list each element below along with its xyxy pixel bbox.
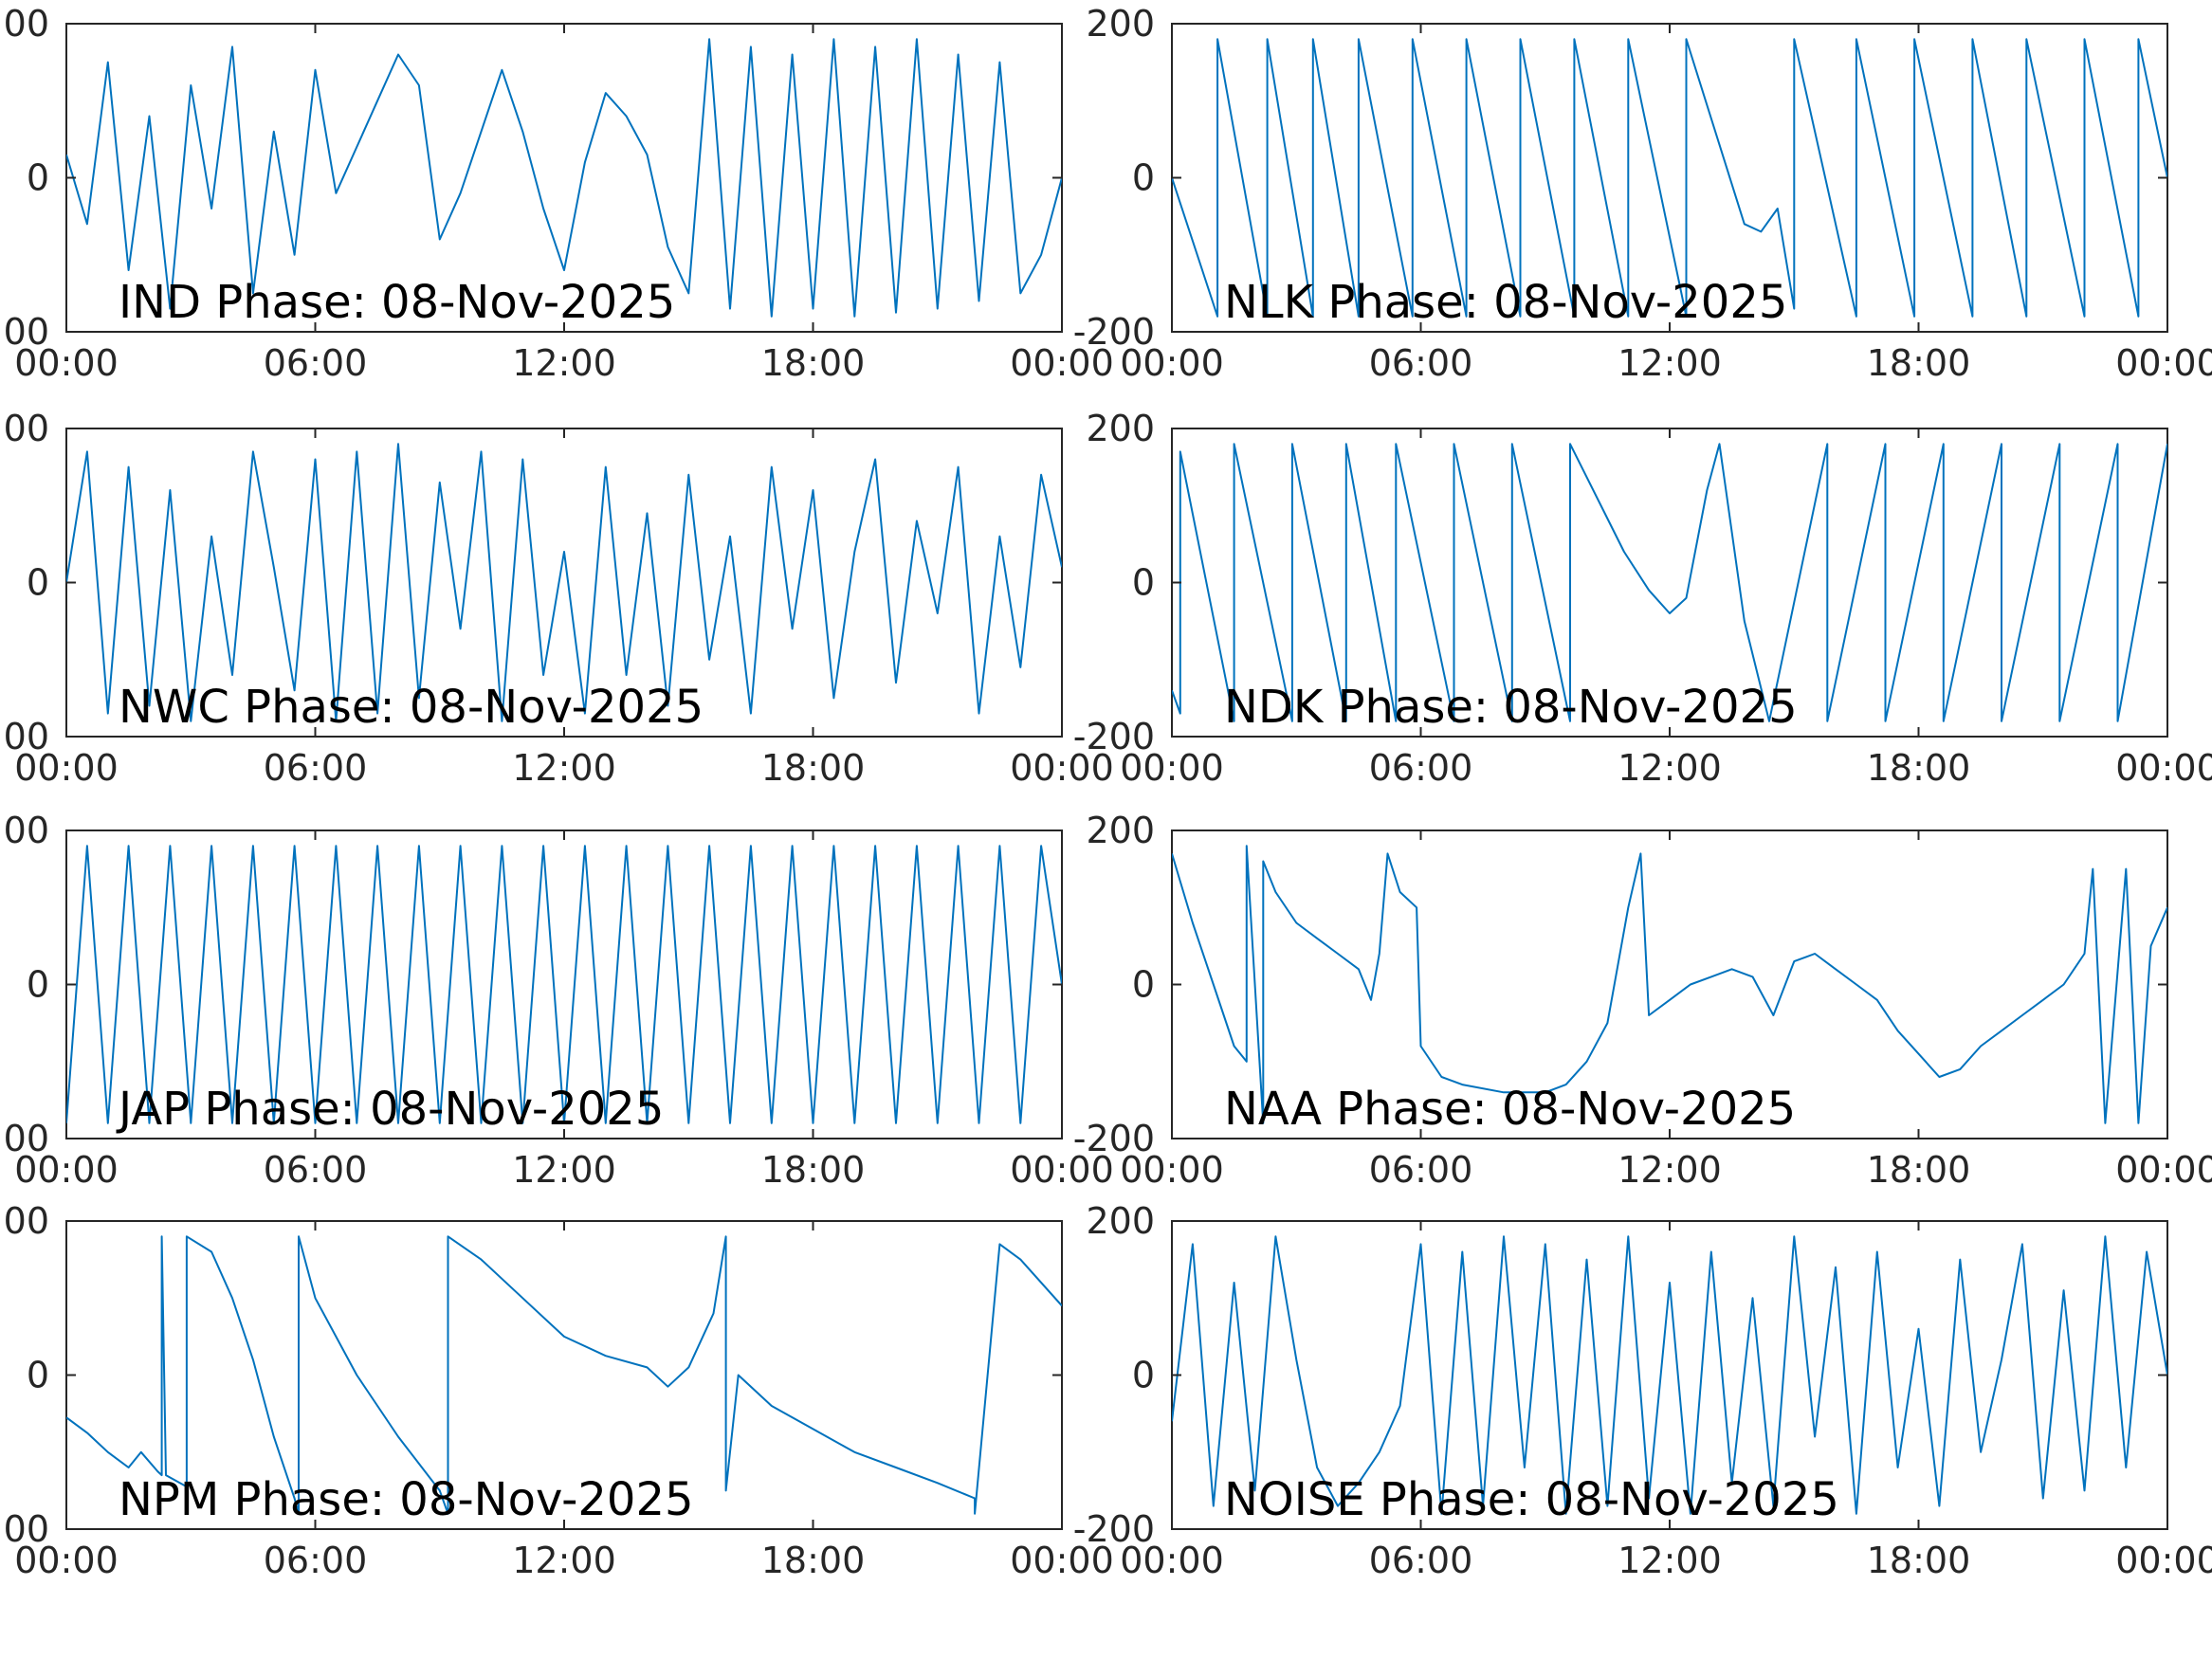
panel-7-ytick-label: 0 <box>27 1355 49 1396</box>
panel-2-series-line <box>1172 38 2167 318</box>
panel-5-ytick-label: -200 <box>0 1118 49 1159</box>
panel-6-xtick-label: 12:00 <box>1618 1149 1722 1191</box>
panel-2-ytick-label: 200 <box>1086 3 1155 45</box>
panel-1-ytick-label: 0 <box>27 157 49 199</box>
panel-5-xtick-label: 00:00 <box>14 1149 119 1191</box>
panel-1-xtick-label: 06:00 <box>264 342 368 384</box>
panel-7-xtick-label: 06:00 <box>264 1540 368 1581</box>
panel-2-xtick-label: 18:00 <box>1867 342 1971 384</box>
panel-5-axes-box <box>65 830 1063 1139</box>
panel-2-axes-box <box>1171 23 2168 333</box>
panel-3-ytick-label: 0 <box>27 562 49 604</box>
panel-4-ytick-label: 200 <box>1086 408 1155 449</box>
panel-6-ytick-label: 0 <box>1132 964 1155 1006</box>
panel-1-xtick-label: 12:00 <box>512 342 616 384</box>
panel-2-ytick-label: 0 <box>1132 157 1155 199</box>
panel-1-xtick-label: 00:00 <box>14 342 119 384</box>
panel-8-title: NOISE Phase: 08-Nov-2025 <box>1224 1473 1839 1526</box>
panel-4-title: NDK Phase: 08-Nov-2025 <box>1224 681 1798 734</box>
panel-4-xtick-label: 00:00 <box>2115 747 2212 789</box>
panel-5-title: JAP Phase: 08-Nov-2025 <box>116 1083 664 1136</box>
panel-3-ytick-label: 200 <box>0 408 49 449</box>
panel-6-xtick-label: 00:00 <box>2115 1149 2212 1191</box>
panel-5-xtick-label: 18:00 <box>761 1149 866 1191</box>
panel-4-series-line <box>1172 443 2167 722</box>
panel-7-xtick-label: 18:00 <box>761 1540 866 1581</box>
panel-3-series-line <box>66 443 1062 722</box>
panel-7-title: NPM Phase: 08-Nov-2025 <box>119 1473 694 1526</box>
panel-4-xtick-label: 06:00 <box>1369 747 1473 789</box>
panel-6-ytick-label: 200 <box>1086 810 1155 851</box>
panel-6-xtick-label: 06:00 <box>1369 1149 1473 1191</box>
panel-5-xtick-label: 12:00 <box>512 1149 616 1191</box>
panel-2-xtick-label: 12:00 <box>1618 342 1722 384</box>
panel-6-xtick-label: 00:00 <box>1120 1149 1224 1191</box>
panel-6-title: NAA Phase: 08-Nov-2025 <box>1224 1083 1796 1136</box>
panel-3-xtick-label: 00:00 <box>1010 747 1114 789</box>
panel-4-ytick-label: -200 <box>1073 716 1155 757</box>
panel-4-ytick-label: 0 <box>1132 562 1155 604</box>
panel-8-xtick-label: 18:00 <box>1867 1540 1971 1581</box>
panel-8-ytick-label: 0 <box>1132 1355 1155 1396</box>
panel-3-xtick-label: 00:00 <box>14 747 119 789</box>
panel-5-ytick-label: 0 <box>27 964 49 1006</box>
panel-8-xtick-label: 06:00 <box>1369 1540 1473 1581</box>
panel-5-series-line <box>66 845 1062 1124</box>
panel-7-ytick-label: 200 <box>0 1200 49 1242</box>
panel-1-series-line <box>66 38 1062 318</box>
panel-3-xtick-label: 06:00 <box>264 747 368 789</box>
panel-7-axes-box <box>65 1220 1063 1530</box>
panel-7-series-line <box>66 1235 1062 1515</box>
panel-1-axes-box <box>65 23 1063 333</box>
panel-1-ytick-label: 200 <box>0 3 49 45</box>
panel-3-axes-box <box>65 428 1063 738</box>
panel-2-ytick-label: -200 <box>1073 311 1155 353</box>
panel-2-title: NLK Phase: 08-Nov-2025 <box>1224 276 1787 329</box>
panel-3-ytick-label: -200 <box>0 716 49 757</box>
panel-4-xtick-label: 00:00 <box>1120 747 1224 789</box>
panel-5-ytick-label: 200 <box>0 810 49 851</box>
panel-8-xtick-label: 00:00 <box>1120 1540 1224 1581</box>
panel-1-title: IND Phase: 08-Nov-2025 <box>119 276 675 329</box>
panel-6-ytick-label: -200 <box>1073 1118 1155 1159</box>
panel-1-ytick-label: -200 <box>0 311 49 353</box>
panel-3-title: NWC Phase: 08-Nov-2025 <box>119 681 704 734</box>
panel-4-xtick-label: 12:00 <box>1618 747 1722 789</box>
panel-8-ytick-label: -200 <box>1073 1508 1155 1550</box>
panel-7-xtick-label: 12:00 <box>512 1540 616 1581</box>
panel-4-xtick-label: 18:00 <box>1867 747 1971 789</box>
panel-7-xtick-label: 00:00 <box>14 1540 119 1581</box>
panel-8-xtick-label: 12:00 <box>1618 1540 1722 1581</box>
panel-7-xtick-label: 00:00 <box>1010 1540 1114 1581</box>
panel-3-xtick-label: 18:00 <box>761 747 866 789</box>
panel-1-xtick-label: 18:00 <box>761 342 866 384</box>
panel-2-xtick-label: 06:00 <box>1369 342 1473 384</box>
panel-5-xtick-label: 00:00 <box>1010 1149 1114 1191</box>
panel-2-xtick-label: 00:00 <box>2115 342 2212 384</box>
panel-7-ytick-label: -200 <box>0 1508 49 1550</box>
panel-8-xtick-label: 00:00 <box>2115 1540 2212 1581</box>
panel-8-series-line <box>1172 1235 2167 1515</box>
panel-5-xtick-label: 06:00 <box>264 1149 368 1191</box>
panel-8-ytick-label: 200 <box>1086 1200 1155 1242</box>
panel-3-xtick-label: 12:00 <box>512 747 616 789</box>
panel-6-xtick-label: 18:00 <box>1867 1149 1971 1191</box>
panel-6-axes-box <box>1171 830 2168 1139</box>
panel-1-xtick-label: 00:00 <box>1010 342 1114 384</box>
panel-6-series-line <box>1172 845 2167 1124</box>
panel-2-xtick-label: 00:00 <box>1120 342 1224 384</box>
